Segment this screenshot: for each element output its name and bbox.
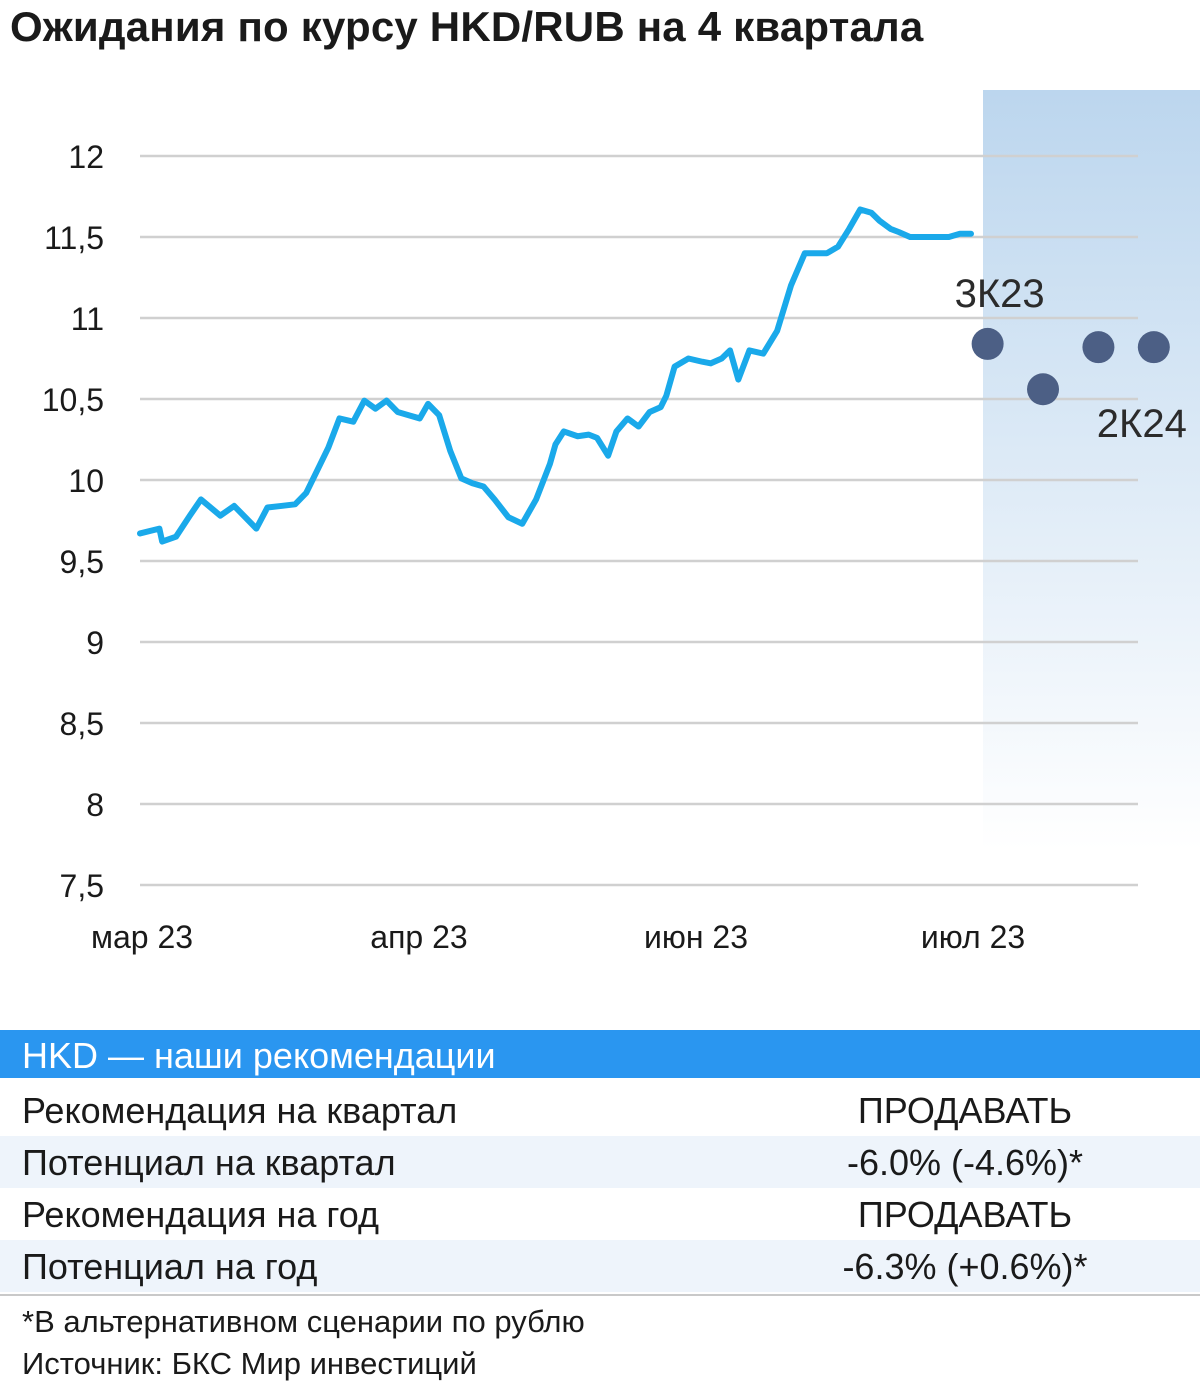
recommendation-row-year: Рекомендация на год ПРОДАВАТЬ: [0, 1188, 1200, 1240]
row-value: ПРОДАВАТЬ: [857, 1194, 1073, 1235]
forecast-point: [1137, 331, 1170, 364]
row-value: ПРОДАВАТЬ: [857, 1090, 1073, 1131]
forecast-point: [1082, 331, 1115, 364]
recommendation-row-quarter: Рекомендация на квартал ПРОДАВАТЬ: [0, 1084, 1200, 1136]
row-value: -6.0% (-4.6%)*: [846, 1142, 1084, 1183]
row-value: -6.3% (+0.6%)*: [842, 1246, 1088, 1287]
x-tick-label: мар 23: [91, 919, 193, 955]
y-tick-label: 11,5: [44, 220, 104, 256]
forecast-point-label: 2К24: [1097, 402, 1187, 446]
potential-row-year: Потенциал на год -6.3% (+0.6%)*: [0, 1240, 1200, 1292]
x-tick-label: июл 23: [921, 919, 1025, 955]
row-label: Рекомендация на квартал: [22, 1090, 458, 1131]
y-tick-label: 8,5: [60, 706, 104, 742]
recommendations-header: HKD — наши рекомендации: [0, 1030, 1200, 1078]
recommendations-header-text: HKD — наши рекомендации: [22, 1035, 496, 1076]
forecast-region: [983, 90, 1200, 850]
x-tick-label: июн 23: [644, 919, 748, 955]
y-tick-label: 12: [68, 139, 104, 175]
forecast-point: [1027, 373, 1060, 406]
y-tick-label: 11: [71, 301, 104, 337]
row-label: Потенциал на год: [22, 1246, 318, 1287]
row-label: Потенциал на квартал: [22, 1142, 396, 1183]
footnote: *В альтернативном сценарии по рублю: [22, 1304, 585, 1339]
y-tick-label: 10: [68, 463, 104, 499]
y-tick-label: 8: [86, 787, 104, 823]
table-bottom-rule: [0, 1294, 1200, 1296]
chart-title: Ожидания по курсу HKD/RUB на 4 квартала: [10, 3, 924, 50]
potential-row-quarter: Потенциал на квартал -6.0% (-4.6%)*: [0, 1136, 1200, 1188]
source-note: Источник: БКС Мир инвестиций: [22, 1346, 477, 1381]
forecast-point: [971, 327, 1004, 360]
y-tick-label: 7,5: [60, 868, 104, 904]
y-tick-label: 9: [86, 625, 104, 661]
y-tick-label: 10,5: [42, 382, 104, 418]
row-label: Рекомендация на год: [22, 1194, 380, 1235]
x-tick-label: апр 23: [370, 919, 467, 955]
history-series-line: [137, 206, 974, 545]
y-tick-label: 9,5: [60, 544, 104, 580]
forecast-point-label: 3К23: [955, 272, 1045, 316]
line-chart: 12 11,5 11 10,5 10 9,5 9 8,5 8 7,5 мар 23 апр 23 ию…: [42, 90, 1200, 955]
